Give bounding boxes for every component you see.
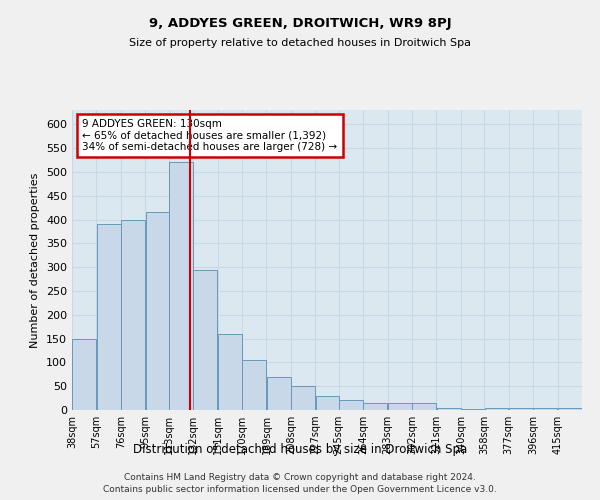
Bar [509, 408, 533, 410]
Bar [364, 403, 387, 410]
Bar [97, 224, 121, 410]
Bar [485, 408, 508, 410]
Bar [121, 220, 145, 410]
Text: Distribution of detached houses by size in Droitwich Spa: Distribution of detached houses by size … [133, 442, 467, 456]
Y-axis label: Number of detached properties: Number of detached properties [31, 172, 40, 348]
Text: Contains public sector information licensed under the Open Government Licence v3: Contains public sector information licen… [103, 485, 497, 494]
Text: Size of property relative to detached houses in Droitwich Spa: Size of property relative to detached ho… [129, 38, 471, 48]
Bar [339, 400, 362, 410]
Bar [292, 386, 315, 410]
Bar [316, 396, 340, 410]
Bar [146, 212, 169, 410]
Bar [412, 403, 436, 410]
Bar [558, 408, 581, 410]
Text: Contains HM Land Registry data © Crown copyright and database right 2024.: Contains HM Land Registry data © Crown c… [124, 472, 476, 482]
Bar [437, 408, 461, 410]
Bar [461, 409, 485, 410]
Bar [169, 162, 193, 410]
Bar [193, 270, 217, 410]
Bar [388, 403, 412, 410]
Bar [73, 338, 96, 410]
Bar [533, 408, 557, 410]
Text: 9 ADDYES GREEN: 130sqm
← 65% of detached houses are smaller (1,392)
34% of semi-: 9 ADDYES GREEN: 130sqm ← 65% of detached… [82, 119, 337, 152]
Bar [242, 360, 266, 410]
Bar [267, 376, 290, 410]
Bar [218, 334, 242, 410]
Text: 9, ADDYES GREEN, DROITWICH, WR9 8PJ: 9, ADDYES GREEN, DROITWICH, WR9 8PJ [149, 18, 451, 30]
